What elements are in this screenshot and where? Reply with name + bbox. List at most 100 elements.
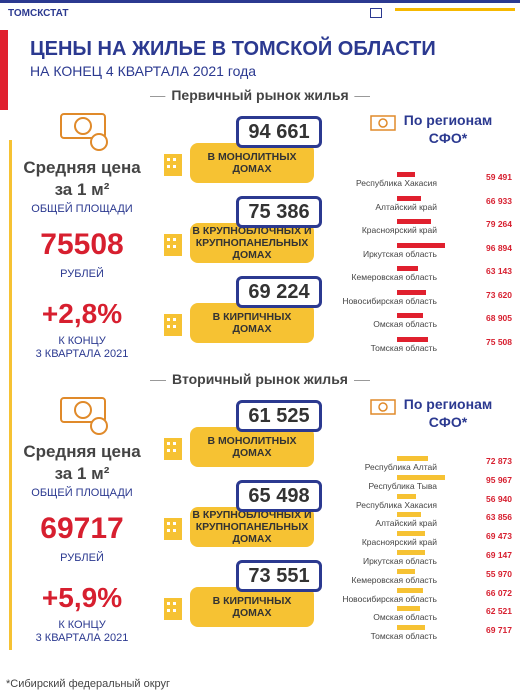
building-icon	[162, 514, 186, 547]
subtitle: НА КОНЕЦ 4 КВАРТАЛА 2021 года	[30, 63, 257, 79]
region-bar	[397, 512, 421, 518]
region-bar	[397, 336, 428, 342]
region-value: 68 905	[486, 313, 512, 323]
region-value: 95 967	[486, 474, 512, 485]
region-name: Алтайский край	[375, 518, 437, 529]
region-value: 69 147	[486, 550, 512, 560]
region-value: 62 521	[486, 606, 512, 617]
region-value: 69 717	[486, 625, 512, 636]
region-value: 66 072	[486, 587, 512, 598]
building-icon	[162, 150, 186, 183]
type-price: 61 525	[236, 400, 322, 432]
type-card: В КРУПНОБЛОЧНЫХ И КРУПНОПАНЕЛЬНЫХ ДОМАХ	[190, 507, 314, 547]
section-heading: Вторичный рынок жилья	[166, 371, 354, 387]
region-bar	[397, 550, 425, 555]
avg-label: ОБЩЕЙ ПЛОЩАДИ	[31, 487, 133, 499]
region-name: Кемеровская область	[351, 574, 437, 585]
region-name: Республика Хакасия	[355, 178, 437, 188]
region-name: Томская область	[370, 631, 437, 642]
currency: РУБЛЕЙ	[60, 268, 104, 280]
currency: РУБЛЕЙ	[60, 552, 104, 564]
type-label: КРУПНОПАНЕЛЬНЫХ	[195, 521, 309, 533]
building-icon-svg	[164, 234, 182, 256]
region-name: Красноярский край	[361, 225, 437, 235]
region-bar	[397, 568, 415, 574]
region-bar	[397, 289, 427, 295]
change-label: К КОНЦУ	[58, 335, 106, 347]
avg-label: ОБЩЕЙ ПЛОЩАДИ	[31, 203, 133, 215]
avg-label: за 1 м²	[54, 180, 110, 199]
region-bar	[397, 474, 445, 480]
building-icon-svg	[164, 518, 182, 540]
building-icon	[162, 310, 186, 343]
type-label: В КРУПНОБЛОЧНЫХ И	[192, 509, 312, 521]
region-name: Новосибирская область	[342, 295, 437, 306]
type-price: 94 661	[236, 116, 322, 148]
logo-stripe	[395, 8, 515, 11]
building-icon	[162, 434, 186, 467]
type-price: 69 224	[236, 276, 322, 308]
region-value: 56 940	[486, 493, 512, 504]
region-bar	[397, 266, 418, 271]
type-label: КРУПНОПАНЕЛЬНЫХ	[195, 237, 309, 249]
regions-title: По регионам	[403, 112, 493, 128]
type-card: В МОНОЛИТНЫХ ДОМАХ	[190, 427, 314, 467]
building-icon	[162, 594, 186, 627]
region-value: 73 620	[486, 289, 512, 300]
regions-title: По регионам	[403, 396, 493, 412]
money-icon	[55, 108, 115, 159]
region-bar	[397, 219, 431, 224]
money-small-icon	[368, 394, 402, 429]
region-name: Иркутская область	[362, 248, 437, 259]
change: +2,8%	[41, 298, 123, 329]
region-name: Алтайский край	[375, 201, 437, 212]
region-value: 63 143	[486, 266, 512, 276]
type-card: В КИРПИЧНЫХ ДОМАХ	[190, 303, 314, 343]
region-value: 75 508	[486, 336, 512, 347]
money-icon	[55, 392, 115, 443]
region-bar	[397, 456, 428, 461]
section-heading: Первичный рынок жилья	[165, 87, 355, 103]
type-label: В МОНОЛИТНЫХ	[207, 151, 297, 163]
region-name: Омская область	[373, 612, 437, 623]
type-label: ДОМАХ	[232, 447, 272, 459]
type-price: 65 498	[236, 480, 322, 512]
region-name: Республика Алтай	[364, 462, 437, 472]
top-line	[0, 0, 520, 3]
money-icon-svg	[60, 113, 108, 151]
type-label: ДОМАХ	[232, 249, 272, 261]
type-price: 75 386	[236, 196, 322, 228]
region-bar	[397, 606, 420, 612]
regions-title: СФО*	[428, 130, 468, 146]
building-icon-svg	[164, 314, 182, 336]
region-bar	[397, 587, 423, 593]
region-value: 69 473	[486, 531, 512, 542]
region-value: 72 873	[486, 456, 512, 466]
region-name: Иркутская область	[362, 556, 437, 566]
money-small-icon-svg	[370, 399, 396, 415]
region-name: Омская область	[373, 319, 437, 329]
building-icon-svg	[164, 438, 182, 460]
type-label: ДОМАХ	[232, 163, 272, 175]
region-value: 63 856	[486, 512, 512, 523]
region-value: 79 264	[486, 219, 512, 229]
accent-line	[9, 140, 12, 650]
money-small-icon-svg	[370, 115, 396, 131]
region-bar	[397, 242, 445, 248]
footnote: *Сибирский федеральный округ	[6, 678, 171, 690]
change-label: К КОНЦУ	[58, 619, 106, 631]
region-name: Кемеровская область	[351, 272, 437, 282]
region-bar	[397, 172, 415, 177]
region-name: Красноярский край	[361, 537, 437, 548]
type-card: В КРУПНОБЛОЧНЫХ И КРУПНОПАНЕЛЬНЫХ ДОМАХ	[190, 223, 314, 263]
type-label: ДОМАХ	[232, 323, 272, 335]
type-label: В КИРПИЧНЫХ	[212, 311, 292, 323]
avg-label: Средняя цена	[23, 158, 141, 177]
change: +5,9%	[41, 582, 123, 613]
money-small-icon	[368, 110, 402, 145]
region-value: 55 970	[486, 568, 512, 579]
region-bar	[397, 195, 421, 201]
region-name: Республика Хакасия	[355, 499, 437, 510]
type-card: В МОНОЛИТНЫХ ДОМАХ	[190, 143, 314, 183]
